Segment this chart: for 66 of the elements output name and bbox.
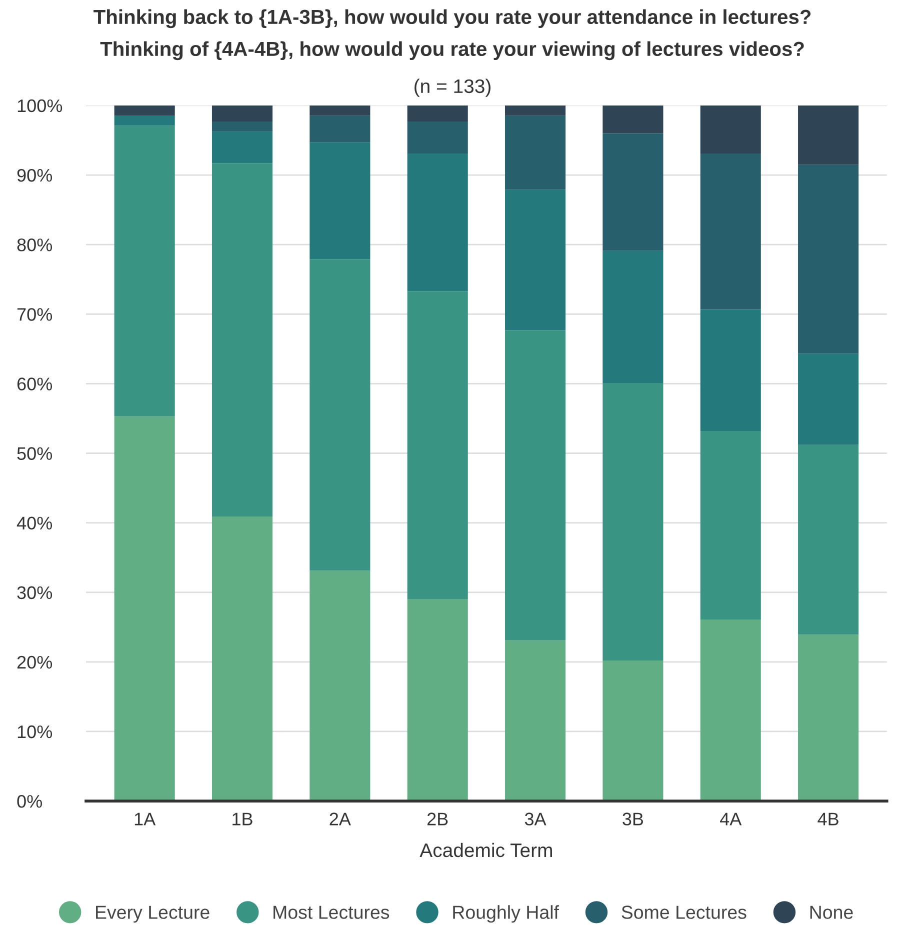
bar — [798, 164, 859, 354]
y-tick-label: 50% — [17, 447, 52, 460]
bar — [114, 416, 175, 802]
bar — [310, 105, 370, 116]
bar — [602, 105, 664, 134]
bar — [114, 116, 175, 126]
x-tick-label: 2A — [330, 812, 351, 826]
bar — [700, 105, 761, 154]
y-tick-label: 10% — [18, 725, 52, 738]
bar — [407, 599, 468, 802]
bar — [310, 116, 370, 142]
bar — [602, 660, 664, 802]
bar — [212, 105, 273, 122]
bar — [798, 444, 859, 635]
x-tick-label: 1B — [232, 812, 252, 826]
y-tick-label: 80% — [17, 238, 52, 252]
y-tick-label: 90% — [17, 168, 52, 182]
x-tick-label: 1A — [134, 812, 156, 826]
bar — [114, 105, 175, 116]
bar — [504, 190, 566, 330]
bar — [602, 133, 664, 251]
y-tick-label: 100% — [18, 99, 62, 112]
y-tick-label: 60% — [17, 378, 52, 390]
bar — [700, 153, 761, 310]
y-tick-label: 30% — [17, 586, 52, 600]
bar — [504, 330, 566, 640]
x-axis-title: Academic Term — [420, 842, 552, 858]
x-tick-label: 3B — [622, 812, 644, 826]
bar — [310, 142, 370, 260]
bar — [212, 132, 273, 164]
bar — [407, 291, 468, 600]
legend-label: Every Lecture — [96, 906, 210, 923]
y-tick-label: 0% — [17, 794, 42, 808]
legend-label: Some Lectures — [622, 906, 746, 919]
bar — [310, 259, 370, 571]
bar — [212, 163, 273, 517]
bar — [212, 516, 273, 802]
legend-label: Roughly Half — [453, 905, 560, 923]
bar — [504, 116, 566, 190]
bar — [407, 105, 468, 122]
bar — [798, 105, 859, 165]
y-tick-label: 70% — [17, 308, 52, 321]
chart-subtitle: (n = 133) — [414, 78, 490, 97]
bar — [602, 382, 664, 661]
bar — [212, 121, 273, 132]
legend-label: Most Lectures — [274, 906, 390, 919]
legend-label: None — [810, 906, 853, 919]
bar — [798, 634, 859, 802]
bar — [700, 309, 761, 431]
x-tick-label: 3A — [524, 812, 546, 826]
bar — [602, 250, 664, 383]
chart-title: Thinking back to {1A-3B}, how would you rate your attendance in lectures? Thinking of {4A-4B}, how would you rate your viewing of lectures videos? — [94, 9, 811, 60]
y-tick-label: 40% — [16, 516, 52, 530]
bar — [700, 430, 761, 620]
bar — [310, 570, 370, 802]
bar — [114, 126, 175, 416]
bar — [407, 153, 468, 292]
bar — [504, 640, 566, 802]
bar — [798, 354, 859, 445]
x-tick-label: 4A — [720, 812, 742, 826]
bar — [700, 620, 761, 802]
x-tick-label: 4B — [818, 812, 838, 826]
bar — [504, 105, 566, 116]
y-tick-label: 20% — [17, 656, 52, 669]
x-tick-label: 2B — [427, 812, 448, 826]
bar — [407, 121, 468, 154]
